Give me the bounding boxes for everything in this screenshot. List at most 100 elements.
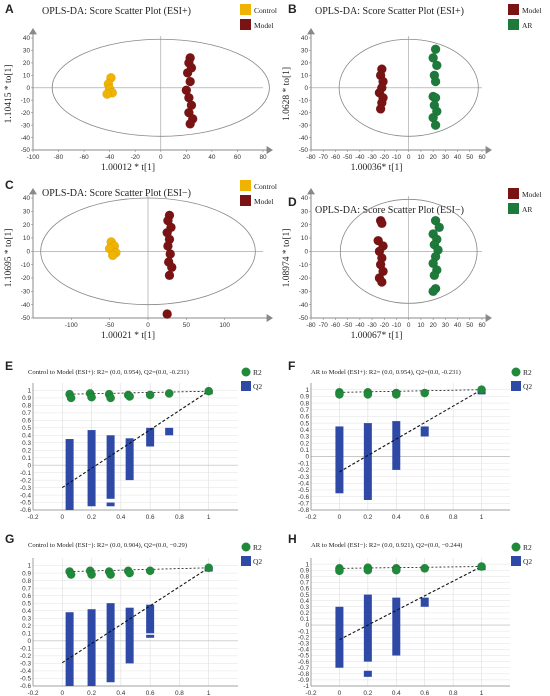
- data-point-control: [102, 89, 112, 99]
- y-tick-label: 10: [23, 235, 31, 242]
- r2-point: [477, 385, 486, 395]
- x-tick-label: -30: [367, 154, 377, 161]
- q2-bar: [363, 594, 372, 662]
- r2-line: [69, 390, 209, 395]
- y-tick-label: -40: [299, 302, 309, 309]
- x-axis-label: 1.00036* t[1]: [351, 163, 403, 173]
- legend-label: Model: [254, 197, 274, 206]
- data-point-model: [166, 262, 177, 273]
- x-tick-label: 0: [407, 322, 411, 329]
- y-tick-label: 0.9: [300, 567, 309, 574]
- data-point-model: [185, 119, 195, 129]
- y-tick-label: 30: [301, 48, 309, 55]
- validation-panel-H: H AR to Model (ESI−): R2= (0.0, 0.921), Q…: [288, 532, 532, 696]
- data-point-ar: [430, 76, 441, 87]
- y-axis-label: 1.0628 * to[1]: [282, 67, 292, 121]
- x-tick-label: 0.8: [175, 514, 184, 521]
- y-tick-label: -0.3: [20, 485, 31, 492]
- panel-label: F: [288, 359, 295, 373]
- y-tick-label: -0.1: [298, 460, 309, 467]
- x-tick-label: 1: [480, 690, 484, 696]
- x-tick-label: 0.8: [449, 514, 458, 521]
- legend-swatch: [241, 556, 251, 566]
- r2-point: [125, 568, 135, 578]
- y-tick-label: -0.1: [20, 470, 31, 477]
- y-tick-label: -50: [299, 147, 309, 154]
- x-tick-label: 40: [454, 154, 462, 161]
- x-tick-label: -0.2: [27, 690, 38, 696]
- q2-bar: [420, 426, 429, 437]
- y-tick-label: 30: [23, 209, 31, 216]
- r2-point: [145, 390, 155, 400]
- q2-bar: [106, 603, 115, 683]
- x-tick-label: -20: [380, 154, 390, 161]
- legend-swatch: [508, 4, 519, 15]
- y-tick-label: -0.6: [298, 659, 309, 666]
- x-tick-label: -20: [131, 154, 141, 161]
- y-tick-label: 0: [26, 85, 30, 92]
- q2-bar: [392, 421, 401, 470]
- x-tick-label: -100: [27, 154, 40, 161]
- y-tick-label: -0.6: [298, 494, 309, 501]
- r2-point: [391, 389, 401, 399]
- x-tick-label: 10: [417, 154, 425, 161]
- y-tick-label: 0.7: [300, 580, 309, 587]
- legend-label: AR: [522, 21, 532, 30]
- data-point-model: [375, 104, 386, 114]
- x-tick-label: -40: [105, 154, 115, 161]
- y-tick-label: 20: [23, 60, 31, 67]
- x-tick-label: 1: [480, 514, 484, 521]
- scatter-panel-A: A OPLS-DA: Score Scatter Plot (ESI+)-100-…: [4, 2, 277, 173]
- y-tick-label: 0.6: [300, 414, 309, 421]
- x-tick-label: 60: [478, 154, 486, 161]
- legend-swatch: [241, 381, 251, 391]
- y-tick-label: 0: [305, 454, 309, 461]
- x-tick-label: 0.2: [363, 690, 372, 696]
- y-tick-label: 1: [27, 563, 31, 570]
- y-tick-label: 0.6: [22, 593, 31, 600]
- y-tick-label: 0.8: [22, 403, 31, 410]
- validation-panel-F: F AR to Model (ESI+): R2= (0.0, 0.954), Q…: [288, 359, 532, 521]
- x-tick-label: 0.4: [116, 690, 125, 696]
- q2-bar: [125, 438, 134, 481]
- x-tick-label: 0.2: [87, 690, 96, 696]
- r2-point: [66, 393, 76, 403]
- y-axis-label: 1.08974 * to[1]: [282, 229, 292, 288]
- x-axis-label: 1.00012 * t[1]: [101, 163, 155, 173]
- y-tick-label: -0.8: [298, 671, 309, 678]
- y-tick-label: -0.2: [298, 634, 309, 641]
- x-tick-label: 0.2: [87, 514, 96, 521]
- y-tick-label: 40: [23, 35, 31, 42]
- r2-point: [106, 393, 116, 403]
- regression-line: [61, 567, 210, 664]
- y-tick-label: -30: [299, 122, 309, 129]
- legend-swatch: [240, 180, 251, 191]
- r2-point: [420, 388, 430, 398]
- y-tick-label: -1: [303, 683, 309, 690]
- x-tick-label: -0.2: [27, 514, 38, 521]
- y-tick-label: -40: [21, 302, 31, 309]
- y-tick-label: -0.1: [20, 646, 31, 653]
- x-tick-label: 0: [61, 690, 65, 696]
- x-tick-label: 40: [208, 154, 216, 161]
- y-tick-label: 20: [23, 222, 31, 229]
- data-point-model: [163, 241, 173, 251]
- legend-label: AR: [522, 205, 532, 214]
- y-tick-label: 0.5: [22, 425, 31, 432]
- r2-point: [66, 570, 76, 579]
- r2-point: [106, 570, 116, 579]
- x-tick-label: 0.4: [116, 514, 125, 521]
- legend-swatch: [241, 367, 251, 377]
- q2-bar: [87, 609, 96, 686]
- y-tick-label: 0: [305, 622, 309, 629]
- legend-label: Model: [522, 190, 542, 199]
- legend-label: Q2: [253, 382, 262, 391]
- q2-bar: [363, 670, 372, 677]
- r2-point: [145, 566, 155, 576]
- axis-arrowhead: [266, 146, 273, 154]
- x-tick-label: 1: [207, 514, 211, 521]
- x-tick-label: -50: [343, 154, 353, 161]
- y-tick-label: -20: [21, 110, 31, 117]
- x-axis-label: 1.00021 * t[1]: [101, 331, 155, 341]
- validation-panel-G: G Control to Model (ESI−): R2= (0.0, 0.90…: [5, 532, 262, 696]
